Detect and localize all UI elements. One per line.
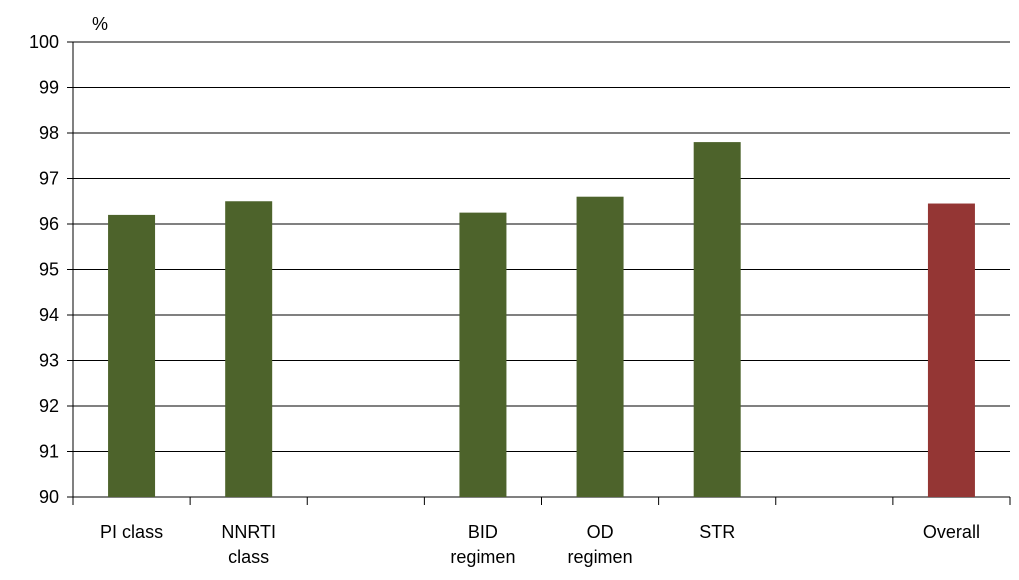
y-tick-label: 95: [39, 260, 59, 280]
x-tick-label: OD: [587, 522, 614, 542]
y-tick-label: 100: [29, 32, 59, 52]
bar: [108, 214, 156, 497]
x-tick-label: BID: [468, 522, 498, 542]
bar: [576, 196, 624, 497]
gridlines: [73, 41, 1010, 452]
x-tick-labels: PI class NNRTI class BID regimen OD regimen STR…: [100, 522, 980, 567]
y-tick-label: 98: [39, 123, 59, 143]
x-tick-label: NNRTI: [221, 522, 276, 542]
x-tick-label: regimen: [450, 547, 515, 567]
y-axis-unit-label: %: [92, 14, 108, 34]
bar: [459, 212, 507, 497]
y-tick-label: 92: [39, 396, 59, 416]
x-tick-label: STR: [699, 522, 735, 542]
bar: [693, 142, 741, 497]
x-tick-label: Overall: [923, 522, 980, 542]
bars: [108, 142, 975, 497]
bar: [927, 203, 975, 497]
y-tick-label: 96: [39, 214, 59, 234]
y-tick-label: 99: [39, 78, 59, 98]
y-tick-label: 97: [39, 169, 59, 189]
y-tick-label: 90: [39, 487, 59, 507]
x-tick-label: PI class: [100, 522, 163, 542]
x-tick-label: regimen: [568, 547, 633, 567]
y-tick-label: 91: [39, 442, 59, 462]
y-tick-label: 94: [39, 305, 59, 325]
y-tick-labels: 90 91 92 93 94 95 96 97 98 99 100: [29, 32, 59, 507]
x-tick-label: class: [228, 547, 269, 567]
bar: [225, 201, 273, 497]
y-tick-label: 93: [39, 351, 59, 371]
axes: [67, 41, 1011, 505]
